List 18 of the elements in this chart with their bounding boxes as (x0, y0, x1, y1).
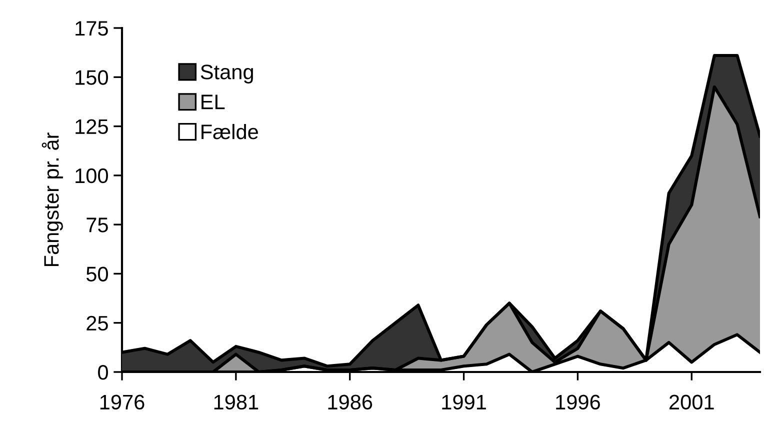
x-tick-label: 2001 (670, 394, 714, 410)
y-tick-label: 100 (76, 168, 108, 184)
x-tick-label: 1996 (556, 394, 600, 410)
x-tick-label: 1991 (442, 394, 486, 410)
y-tick-label: 25 (86, 316, 108, 331)
y-tick-label: 0 (98, 365, 108, 380)
y-axis-title: Fangster pr. år (42, 132, 63, 266)
legend-label: Stang (200, 64, 253, 84)
x-tick-label: 1986 (328, 394, 372, 410)
y-tick-label: 150 (76, 70, 108, 85)
y-tick-label: 125 (76, 119, 108, 134)
legend-label: EL (202, 94, 225, 110)
x-tick-label: 1981 (214, 394, 258, 410)
y-tick-label: 75 (86, 218, 108, 232)
y-tick-label: 50 (86, 266, 108, 282)
y-tick-label: 175 (76, 21, 108, 36)
x-tick-label: 1976 (100, 394, 144, 410)
legend-label: Fælde (202, 124, 258, 140)
